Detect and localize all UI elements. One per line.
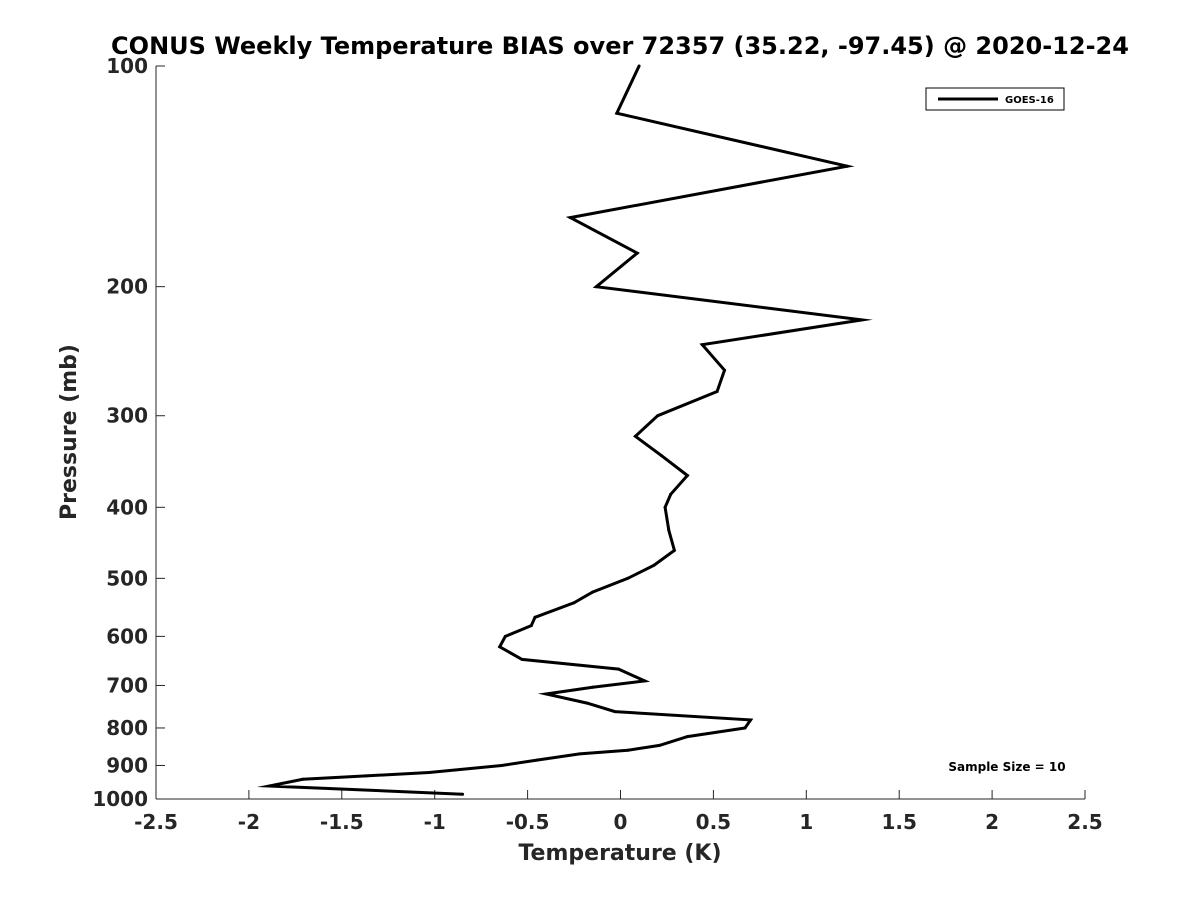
y-tick-label: 900 xyxy=(106,753,148,777)
data-point xyxy=(572,601,576,605)
y-tick-label: 400 xyxy=(106,495,148,519)
data-point xyxy=(723,368,726,372)
data-point xyxy=(635,251,639,255)
data-point xyxy=(633,434,637,438)
data-point xyxy=(613,710,617,714)
data-point xyxy=(643,679,647,683)
y-tick-label: 800 xyxy=(106,716,148,740)
data-point xyxy=(685,474,689,477)
data-point xyxy=(544,692,548,696)
y-tick-label: 100 xyxy=(106,54,148,78)
y-axis-label: Pressure (mb) xyxy=(57,344,82,520)
data-point xyxy=(617,667,621,671)
data-point xyxy=(700,343,704,347)
data-point xyxy=(500,764,504,767)
data-point xyxy=(672,548,676,552)
sample-size-annotation: Sample Size = 10 xyxy=(948,760,1065,774)
data-point xyxy=(364,774,368,778)
data-point xyxy=(626,576,630,580)
data-point xyxy=(503,634,507,638)
data-point xyxy=(591,685,595,689)
y-tick-label: 600 xyxy=(106,624,148,648)
x-tick-label: 1.5 xyxy=(881,810,916,834)
y-tick-label: 200 xyxy=(106,275,148,299)
data-point xyxy=(637,64,641,68)
x-tick-label: -0.5 xyxy=(506,810,550,834)
x-tick-label: -1.5 xyxy=(320,810,364,834)
data-point xyxy=(529,624,533,628)
data-point xyxy=(743,726,747,730)
data-point xyxy=(749,718,753,722)
x-tick-label: 1 xyxy=(799,810,813,834)
data-point xyxy=(535,758,539,762)
data-point xyxy=(461,792,465,796)
data-point xyxy=(615,111,619,115)
data-point xyxy=(667,528,671,532)
data-point xyxy=(659,454,663,458)
series-line-goes-16 xyxy=(256,65,873,796)
x-tick-label: 2 xyxy=(985,810,999,834)
data-point xyxy=(658,743,661,747)
data-point xyxy=(533,615,537,619)
data-point xyxy=(652,563,656,567)
data-point xyxy=(663,505,667,509)
x-tick-label: -2 xyxy=(238,810,260,834)
data-point xyxy=(715,390,719,393)
axis-ticks: -2.5 -2 -1.5 -1 -0.5 0 0.5 1 1.5 2 2.5 100 200 300 400… xyxy=(92,54,1102,834)
x-axis-label: Temperature (K) xyxy=(518,841,721,866)
x-tick-label: 2.5 xyxy=(1067,810,1102,834)
data-point xyxy=(498,645,502,649)
data-point xyxy=(626,748,630,752)
y-tick-label: 500 xyxy=(106,566,148,590)
data-point xyxy=(520,657,524,661)
x-tick-label: 0.5 xyxy=(696,810,731,834)
data-point xyxy=(427,771,431,774)
chart-title: CONUS Weekly Temperature BIAS over 72357… xyxy=(111,32,1129,60)
axes xyxy=(155,66,1085,800)
data-point xyxy=(578,752,582,756)
y-tick-label: 1000 xyxy=(92,787,148,811)
legend-label: GOES-16 xyxy=(1005,95,1054,106)
data-point xyxy=(267,784,271,788)
data-point xyxy=(591,590,595,594)
data-point xyxy=(685,735,689,739)
x-tick-label: 0 xyxy=(614,810,628,834)
data-point xyxy=(594,285,598,289)
data-point xyxy=(568,216,572,220)
data-point xyxy=(669,492,673,496)
y-tick-label: 300 xyxy=(106,404,148,428)
data-point xyxy=(860,318,864,322)
series-layer xyxy=(256,64,873,796)
y-tick-label: 700 xyxy=(106,673,148,697)
data-point xyxy=(301,777,305,781)
x-tick-label: -2.5 xyxy=(134,810,178,834)
data-point xyxy=(845,164,849,168)
legend: GOES-16 xyxy=(925,87,1065,111)
x-tick-label: -1 xyxy=(424,810,446,834)
data-point xyxy=(585,701,589,705)
data-point xyxy=(656,414,660,418)
